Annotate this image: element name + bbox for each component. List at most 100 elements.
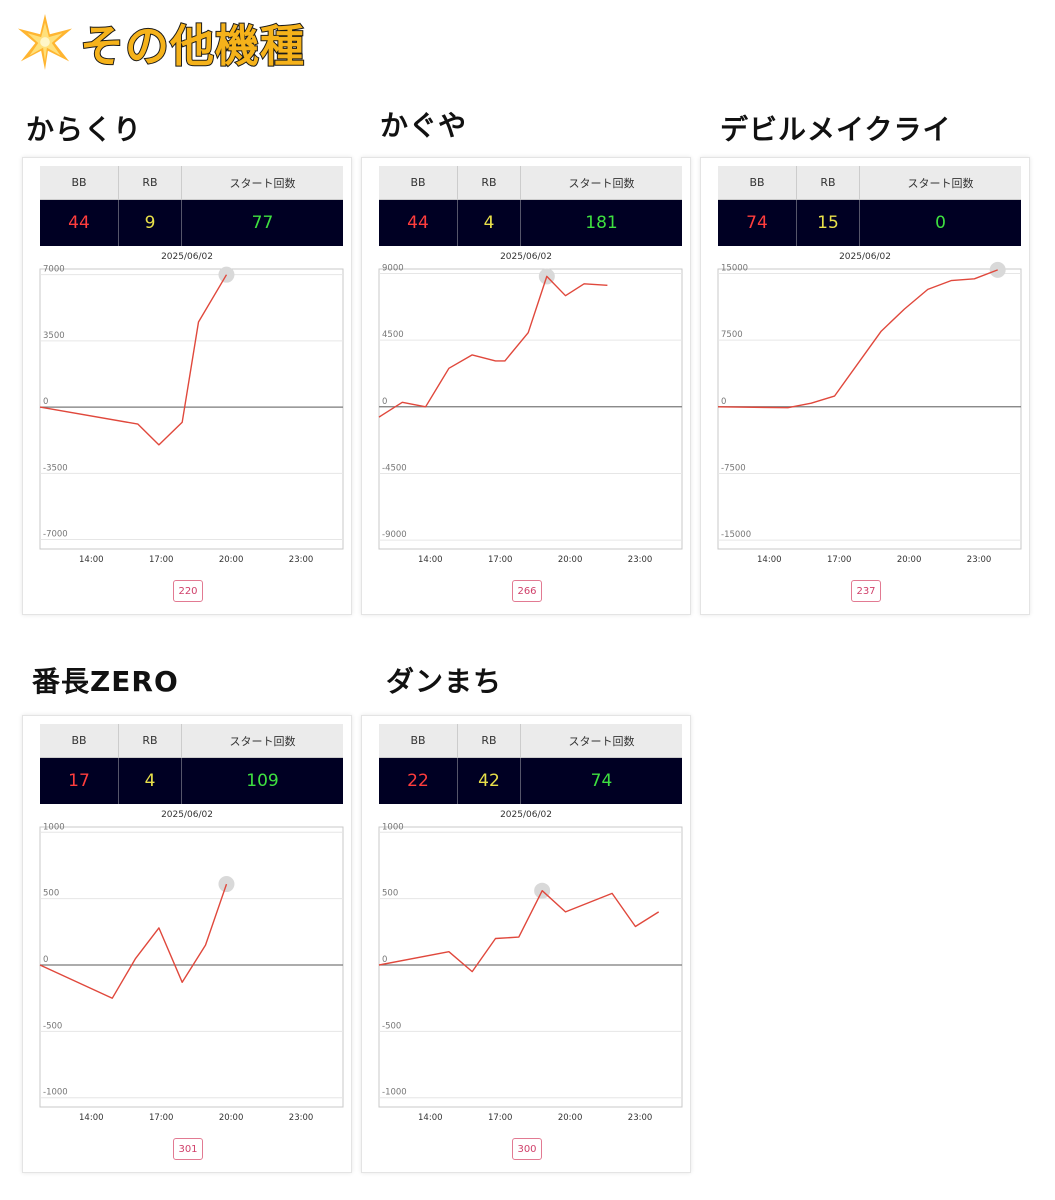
line-chart: 9000 4500 0 -4500 -9000 14:00 17:00 20:00 23:00 (378, 263, 683, 565)
machine-name: 番長ZERO (32, 665, 179, 698)
start-count: 0 (859, 200, 1021, 246)
machine-card: BB RB スタート回数 17 4 109 2025/06/02 1000 500 0 -500 -1… (22, 715, 352, 1173)
series-line (378, 889, 660, 973)
stats-table: BB RB スタート回数 44 9 77 (40, 166, 343, 246)
x-tick-label: 17:00 (149, 555, 174, 565)
stats-table: BB RB スタート回数 17 4 109 (40, 724, 343, 804)
chart-date: 2025/06/02 (839, 252, 891, 262)
y-tick-label: 1000 (382, 822, 404, 832)
x-tick-label: 23:00 (289, 555, 314, 565)
games-badge: 237 (851, 580, 881, 602)
start-count: 109 (181, 758, 343, 804)
rb-header: RB (457, 724, 520, 758)
line-chart: 7000 3500 0 -3500 -7000 14:00 17:00 20:00 23:00 (39, 265, 344, 565)
x-tick-label: 20:00 (219, 1113, 244, 1123)
x-tick-label: 14:00 (757, 555, 782, 565)
series-line (39, 274, 228, 446)
x-tick-label: 17:00 (488, 1113, 513, 1123)
line-chart: 1000 500 0 -500 -1000 14:00 17:00 20:00 23:00 (39, 822, 344, 1123)
start-count: 77 (181, 200, 343, 246)
x-tick-label: 17:00 (149, 1113, 174, 1123)
stats-table: BB RB スタート回数 22 42 74 (379, 724, 682, 804)
chart-date: 2025/06/02 (161, 252, 213, 262)
machine-name: かぐや (380, 109, 468, 142)
bb-header: BB (40, 724, 118, 758)
page-title-text: その他機種 (79, 20, 305, 73)
y-tick-label: -500 (43, 1021, 62, 1031)
start-count-header: スタート回数 (520, 724, 682, 758)
machine-card: BB RB スタート回数 44 9 77 2025/06/02 7000 3500 0 -3500 -… (22, 157, 352, 615)
series-line (378, 275, 608, 418)
bb-count: 17 (40, 758, 118, 804)
games-badge: 266 (512, 580, 542, 602)
star-icon (17, 13, 73, 71)
x-tick-label: 23:00 (289, 1113, 314, 1123)
bb-header: BB (379, 166, 457, 200)
games-badge: 300 (512, 1138, 542, 1160)
y-tick-label: 3500 (43, 331, 65, 341)
y-tick-label: -4500 (382, 463, 407, 473)
y-tick-label: 0 (721, 397, 726, 407)
rb-count: 9 (118, 200, 181, 246)
bb-header: BB (379, 724, 457, 758)
machine-card: BB RB スタート回数 44 4 181 2025/06/02 9000 4500 0 -4500… (361, 157, 691, 615)
y-tick-label: 4500 (382, 330, 404, 340)
y-tick-label: -1000 (382, 1088, 407, 1098)
y-tick-label: -500 (382, 1021, 401, 1031)
start-count-header: スタート回数 (859, 166, 1021, 200)
rb-count: 15 (796, 200, 859, 246)
series-line (717, 269, 998, 409)
x-tick-label: 17:00 (827, 555, 852, 565)
y-tick-label: 7500 (721, 330, 743, 340)
highlight-point (218, 876, 235, 893)
x-tick-label: 17:00 (488, 555, 513, 565)
rb-count: 4 (118, 758, 181, 804)
line-chart: 1000 500 0 -500 -1000 14:00 17:00 20:00 23:00 (378, 822, 683, 1123)
x-tick-label: 14:00 (79, 555, 104, 565)
x-tick-label: 23:00 (628, 1113, 653, 1123)
highlight-point (218, 266, 235, 283)
y-tick-label: 500 (382, 889, 398, 899)
rb-header: RB (118, 166, 181, 200)
bb-count: 44 (379, 200, 457, 246)
x-tick-label: 20:00 (897, 555, 922, 565)
plot-area (378, 268, 683, 550)
plot-area (717, 268, 1022, 550)
y-tick-label: 1000 (43, 822, 65, 832)
start-count-header: スタート回数 (520, 166, 682, 200)
rb-count: 4 (457, 200, 520, 246)
rb-header: RB (118, 724, 181, 758)
y-tick-label: -9000 (382, 530, 407, 540)
y-tick-label: -3500 (43, 463, 68, 473)
chart-date: 2025/06/02 (161, 810, 213, 820)
y-tick-label: 9000 (382, 263, 404, 273)
y-tick-label: 0 (382, 955, 387, 965)
x-tick-label: 20:00 (219, 555, 244, 565)
machine-name: からくり (26, 113, 143, 146)
line-chart: 15000 7500 0 -7500 -15000 14:00 17:00 20:00 23:0… (717, 261, 1022, 565)
y-tick-label: -7000 (43, 530, 68, 540)
x-tick-label: 23:00 (967, 555, 992, 565)
x-tick-label: 14:00 (79, 1113, 104, 1123)
rb-count: 42 (457, 758, 520, 804)
bb-header: BB (718, 166, 796, 200)
games-badge: 220 (173, 580, 203, 602)
y-tick-label: 500 (43, 889, 59, 899)
x-tick-label: 14:00 (418, 1113, 443, 1123)
chart-date: 2025/06/02 (500, 810, 552, 820)
stats-table: BB RB スタート回数 44 4 181 (379, 166, 682, 246)
y-tick-label: -15000 (721, 530, 751, 540)
y-tick-label: 0 (43, 955, 48, 965)
x-tick-label: 14:00 (418, 555, 443, 565)
start-count: 181 (520, 200, 682, 246)
plot-area (39, 268, 344, 550)
machine-name: ダンまち (386, 665, 503, 698)
start-count: 74 (520, 758, 682, 804)
chart-date: 2025/06/02 (500, 252, 552, 262)
bb-count: 22 (379, 758, 457, 804)
bb-count: 74 (718, 200, 796, 246)
y-tick-label: -7500 (721, 463, 746, 473)
rb-header: RB (457, 166, 520, 200)
x-tick-label: 20:00 (558, 1113, 583, 1123)
machine-card: BB RB スタート回数 22 42 74 2025/06/02 1000 500 0 -500 -1… (361, 715, 691, 1173)
